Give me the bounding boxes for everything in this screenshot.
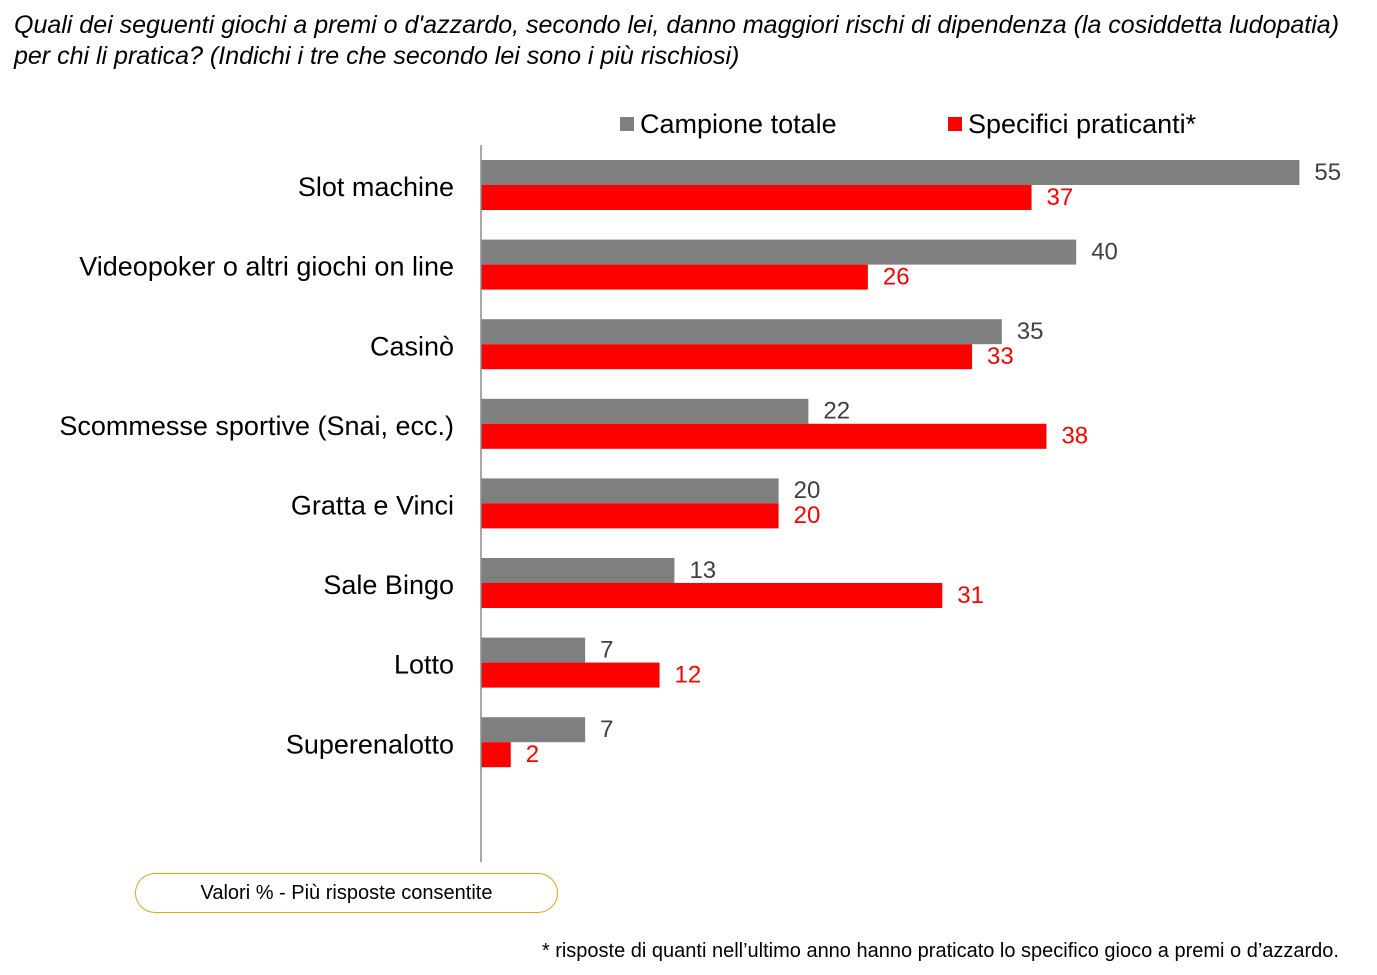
- value-label-gratta-e-vinci-specifici-praticanti: 20: [794, 502, 821, 529]
- category-label-lotto: Lotto: [394, 650, 454, 680]
- bar-superenalotto-campione-totale: [481, 717, 586, 743]
- value-label-lotto-campione-totale: 7: [600, 636, 613, 663]
- category-label-videopoker-o-altri-giochi-on-line: Videopoker o altri giochi on line: [79, 252, 454, 282]
- value-label-slot-machine-campione-totale: 55: [1314, 159, 1341, 186]
- category-label-casin: Casinò: [370, 331, 454, 361]
- value-label-slot-machine-specifici-praticanti: 37: [1047, 184, 1074, 211]
- value-label-superenalotto-specifici-praticanti: 2: [526, 741, 539, 768]
- value-label-gratta-e-vinci-campione-totale: 20: [794, 477, 821, 504]
- bar-superenalotto-specifici-praticanti: [481, 742, 511, 768]
- bar-casin-campione-totale: [481, 319, 1002, 345]
- bar-scommesse-sportive-snai-ecc-campione-totale: [481, 398, 809, 424]
- note-text: Valori % - Più risposte consentite: [200, 881, 493, 904]
- legend-item-campione-totale: Campione totale: [620, 108, 837, 140]
- category-label-slot-machine: Slot machine: [298, 172, 454, 202]
- value-label-videopoker-o-altri-giochi-on-line-campione-totale: 40: [1091, 238, 1118, 265]
- value-label-scommesse-sportive-snai-ecc-specifici-praticanti: 38: [1061, 423, 1088, 450]
- bar-gratta-e-vinci-campione-totale: [481, 478, 779, 504]
- value-label-videopoker-o-altri-giochi-on-line-specifici-praticanti: 26: [883, 263, 910, 290]
- value-label-sale-bingo-specifici-praticanti: 31: [957, 582, 984, 609]
- legend-item-specifici-praticanti: Specifici praticanti*: [948, 108, 1196, 140]
- category-label-gratta-e-vinci: Gratta e Vinci: [291, 491, 454, 521]
- legend-swatch-specifici-praticanti: [948, 117, 962, 131]
- bar-videopoker-o-altri-giochi-on-line-campione-totale: [481, 239, 1077, 265]
- legend-swatch-campione-totale: [620, 117, 634, 131]
- chart-question: Quali dei seguenti giochi a premi o d'az…: [14, 11, 1340, 70]
- bar-sale-bingo-campione-totale: [481, 558, 675, 583]
- bar-scommesse-sportive-snai-ecc-specifici-praticanti: [481, 423, 1047, 449]
- value-label-scommesse-sportive-snai-ecc-campione-totale: 22: [823, 398, 850, 425]
- bar-slot-machine-specifici-praticanti: [481, 185, 1032, 210]
- bar-slot-machine-campione-totale: [481, 160, 1300, 185]
- bar-sale-bingo-specifici-praticanti: [481, 583, 943, 608]
- value-label-superenalotto-campione-totale: 7: [600, 716, 613, 743]
- value-label-sale-bingo-campione-totale: 13: [689, 557, 716, 584]
- legend-label-specifici-praticanti: Specifici praticanti*: [968, 108, 1197, 139]
- category-label-superenalotto: Superenalotto: [286, 729, 454, 759]
- footnote: * risposte di quanti nell’ultimo anno ha…: [541, 940, 1339, 962]
- bar-casin-specifici-praticanti: [481, 344, 973, 370]
- category-label-sale-bingo: Sale Bingo: [323, 570, 454, 600]
- bar-lotto-specifici-praticanti: [481, 662, 660, 688]
- value-label-casin-campione-totale: 35: [1017, 318, 1044, 345]
- bar-gratta-e-vinci-specifici-praticanti: [481, 503, 779, 529]
- value-label-lotto-specifici-praticanti: 12: [675, 661, 702, 688]
- category-label-scommesse-sportive-snai-ecc: Scommesse sportive (Snai, ecc.): [59, 411, 454, 441]
- legend-label-campione-totale: Campione totale: [640, 108, 837, 139]
- bar-videopoker-o-altri-giochi-on-line-specifici-praticanti: [481, 264, 868, 290]
- value-label-casin-specifici-praticanti: 33: [987, 343, 1014, 370]
- note-box: Valori % - Più risposte consentite: [135, 873, 558, 913]
- bar-lotto-campione-totale: [481, 637, 586, 663]
